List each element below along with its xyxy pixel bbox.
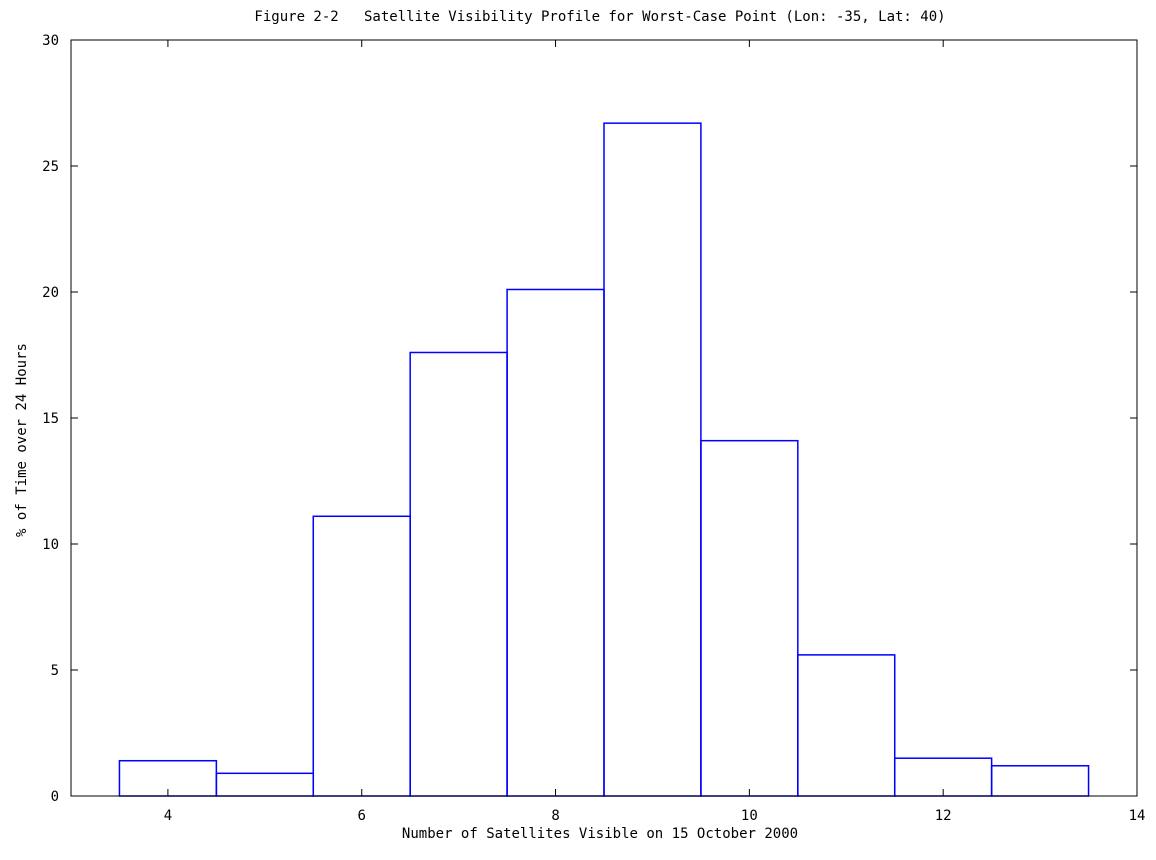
y-tick-label: 25 <box>42 159 59 175</box>
x-tick-label: 14 <box>1129 808 1146 824</box>
y-tick-label: 5 <box>51 663 59 679</box>
bar-6 <box>312 515 411 797</box>
y-axis-label: % of Time over 24 Hours <box>14 343 30 537</box>
y-tick-label: 0 <box>51 789 59 805</box>
x-tick-label: 6 <box>358 808 366 824</box>
bar-5 <box>215 772 315 797</box>
bar-11 <box>797 654 896 797</box>
x-tick-label: 4 <box>164 808 172 824</box>
bars-group <box>118 122 1090 797</box>
x-axis: 4 6 8 10 12 14 <box>164 40 1146 824</box>
y-axis: 0 5 10 15 20 25 30 <box>42 33 1137 805</box>
x-tick-label: 8 <box>551 808 559 824</box>
bar-13 <box>990 765 1090 797</box>
bar-9 <box>603 122 702 797</box>
y-tick-label: 30 <box>42 33 59 49</box>
bar-7 <box>409 351 508 797</box>
x-tick-label: 10 <box>741 808 758 824</box>
y-tick-label: 15 <box>42 411 59 427</box>
bar-10 <box>700 439 799 797</box>
y-tick-label: 10 <box>42 537 59 553</box>
bar-8 <box>506 288 605 797</box>
x-tick-label: 12 <box>935 808 952 824</box>
y-tick-label: 20 <box>42 285 59 301</box>
chart-title: Figure 2-2 Satellite Visibility Profile … <box>254 9 945 25</box>
x-axis-label: Number of Satellites Visible on 15 Octob… <box>402 826 798 842</box>
